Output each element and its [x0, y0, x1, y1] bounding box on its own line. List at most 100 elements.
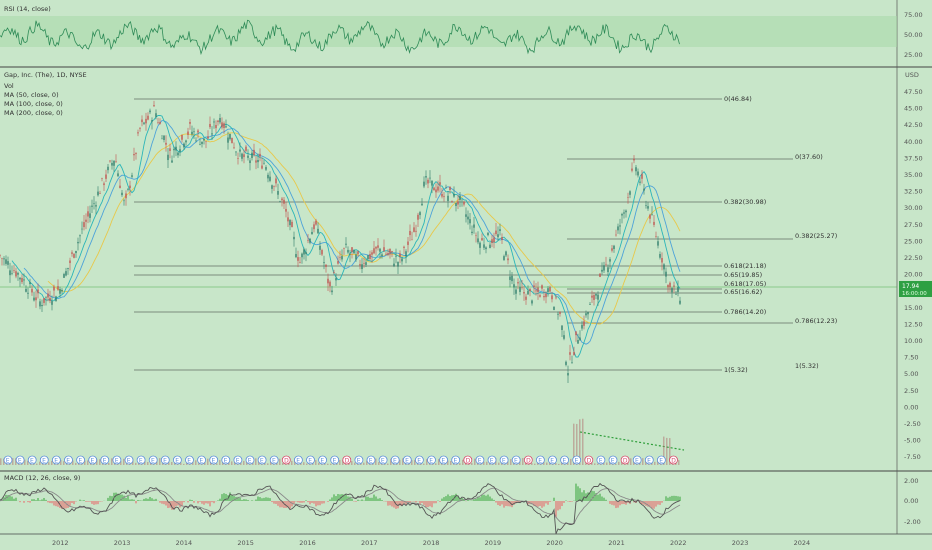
candle-body — [241, 153, 243, 159]
earnings-event-icon[interactable]: E — [257, 455, 267, 465]
candle-body — [217, 120, 219, 123]
earnings-event-icon[interactable]: E — [318, 455, 328, 465]
earnings-event-icon[interactable]: E — [390, 455, 400, 465]
earnings-event-icon[interactable]: E — [451, 455, 461, 465]
dividend-event-icon[interactable]: D — [342, 455, 352, 465]
price-axis[interactable]: 47.50 45.00 42.50 40.00 37.50 35.00 32.50 30.00… — [904, 88, 923, 461]
earnings-event-icon[interactable]: E — [632, 455, 642, 465]
earnings-event-icon[interactable]: E — [221, 455, 231, 465]
earnings-event-icon[interactable]: E — [124, 455, 134, 465]
legend-ma200[interactable]: MA (200, close, 0) — [4, 109, 63, 117]
earnings-event-icon[interactable]: E — [64, 455, 73, 465]
volume-bar — [471, 462, 473, 465]
earnings-event-icon[interactable]: E — [233, 455, 243, 465]
candle-body — [475, 235, 477, 237]
earnings-event-icon[interactable]: E — [402, 455, 412, 465]
macd-bar — [79, 499, 81, 501]
price-candles[interactable] — [0, 100, 681, 384]
earnings-event-icon[interactable]: E — [185, 455, 194, 465]
earnings-event-icon[interactable]: E — [160, 455, 170, 465]
dividend-event-icon[interactable]: D — [523, 455, 533, 465]
svg-text:E: E — [18, 458, 22, 465]
macd-bar — [619, 501, 621, 506]
macd-bar — [211, 501, 213, 503]
price-panel[interactable]: Gap, Inc. (The), 1D, NYSE Vol MA (50, cl… — [0, 71, 932, 465]
earnings-event-icon[interactable]: E — [560, 455, 569, 465]
macd-bar — [479, 497, 481, 501]
time-axis[interactable]: 2012 2013 2014 2015 2016 2017 2018 2019 2020 2021… — [52, 539, 810, 547]
earnings-event-icon[interactable]: E — [293, 455, 303, 465]
earnings-event-icon[interactable]: E — [197, 455, 207, 465]
dividend-event-icon[interactable]: D — [584, 455, 594, 465]
legend-ma50[interactable]: MA (50, close, 0) — [4, 91, 59, 99]
earnings-event-icon[interactable]: E — [136, 455, 146, 465]
legend-ma100[interactable]: MA (100, close, 0) — [4, 100, 63, 108]
dividend-event-icon[interactable]: D — [281, 455, 291, 465]
earnings-event-icon[interactable]: E — [100, 455, 110, 465]
earnings-event-icon[interactable]: E — [414, 455, 424, 465]
earnings-event-icon[interactable]: E — [439, 455, 449, 465]
candle-body — [545, 293, 547, 298]
earnings-event-icon[interactable]: E — [88, 455, 98, 465]
earnings-event-icon[interactable]: E — [572, 455, 582, 465]
earnings-event-icon[interactable]: E — [76, 455, 85, 465]
earnings-event-icon[interactable]: E — [209, 455, 219, 465]
earnings-event-icon[interactable]: E — [366, 455, 376, 465]
earnings-event-icon[interactable]: E — [596, 455, 606, 465]
earnings-event-icon[interactable]: E — [27, 455, 37, 465]
macd-bar — [519, 501, 521, 503]
earnings-event-icon[interactable]: E — [245, 455, 255, 465]
earnings-event-icon[interactable]: E — [378, 455, 388, 465]
earnings-event-icon[interactable]: E — [269, 455, 279, 465]
earnings-event-icon[interactable]: E — [511, 455, 521, 465]
volume-bar — [585, 463, 587, 465]
earnings-event-icon[interactable]: E — [148, 455, 158, 465]
svg-text:E: E — [393, 458, 397, 465]
volume-bar — [531, 463, 533, 465]
macd-panel[interactable]: MACD (12, 26, close, 9) 2.00 0.00 -2.00 — [0, 474, 921, 534]
earnings-event-icon[interactable]: E — [306, 455, 315, 465]
dividend-event-icon[interactable]: D — [463, 455, 473, 465]
candle-body — [455, 202, 457, 207]
fib-left[interactable] — [134, 98, 722, 371]
earnings-event-icon[interactable]: E — [548, 455, 557, 465]
candle-body — [611, 248, 613, 251]
volume-bar — [390, 458, 392, 465]
candle-body — [193, 131, 195, 133]
earnings-event-icon[interactable]: E — [172, 455, 182, 465]
svg-text:E: E — [405, 458, 409, 465]
earnings-event-icon[interactable]: E — [330, 455, 340, 465]
earnings-event-icon[interactable]: E — [608, 455, 618, 465]
earnings-event-icon[interactable]: E — [536, 455, 545, 465]
earnings-event-icon[interactable]: E — [487, 455, 497, 465]
candle-body — [477, 238, 479, 243]
earnings-event-icon[interactable]: E — [644, 455, 654, 465]
earnings-event-icon[interactable]: E — [427, 455, 436, 465]
macd-bar — [587, 492, 589, 501]
volume-trendline[interactable] — [579, 431, 685, 451]
candle-body — [485, 247, 487, 250]
earnings-event-icon[interactable]: E — [15, 455, 25, 465]
earnings-event-icon[interactable]: E — [475, 455, 485, 465]
rsi-panel[interactable]: RSI (14, close) 75.00 50.00 25.00 — [0, 5, 923, 59]
earnings-event-icon[interactable]: E — [3, 455, 13, 465]
earnings-event-icon[interactable]: E — [52, 455, 61, 465]
dividend-event-icon[interactable]: D — [620, 455, 630, 465]
fib-right[interactable] — [567, 158, 793, 324]
legend-vol[interactable]: Vol — [4, 82, 14, 90]
macd-tick-0: 0.00 — [904, 497, 918, 505]
candle-body — [399, 253, 401, 257]
candle-body — [29, 282, 31, 285]
macd-bar — [603, 497, 605, 501]
candle-body — [441, 194, 443, 197]
earnings-event-icon[interactable]: E — [657, 455, 666, 465]
earnings-event-icon[interactable]: E — [39, 455, 49, 465]
earnings-event-icon[interactable]: E — [112, 455, 122, 465]
candle-body — [295, 254, 297, 258]
earnings-event-icon[interactable]: E — [499, 455, 509, 465]
macd-bar — [443, 497, 445, 501]
earnings-event-icon[interactable]: E — [354, 455, 364, 465]
dividend-event-icon[interactable]: D — [669, 455, 678, 465]
